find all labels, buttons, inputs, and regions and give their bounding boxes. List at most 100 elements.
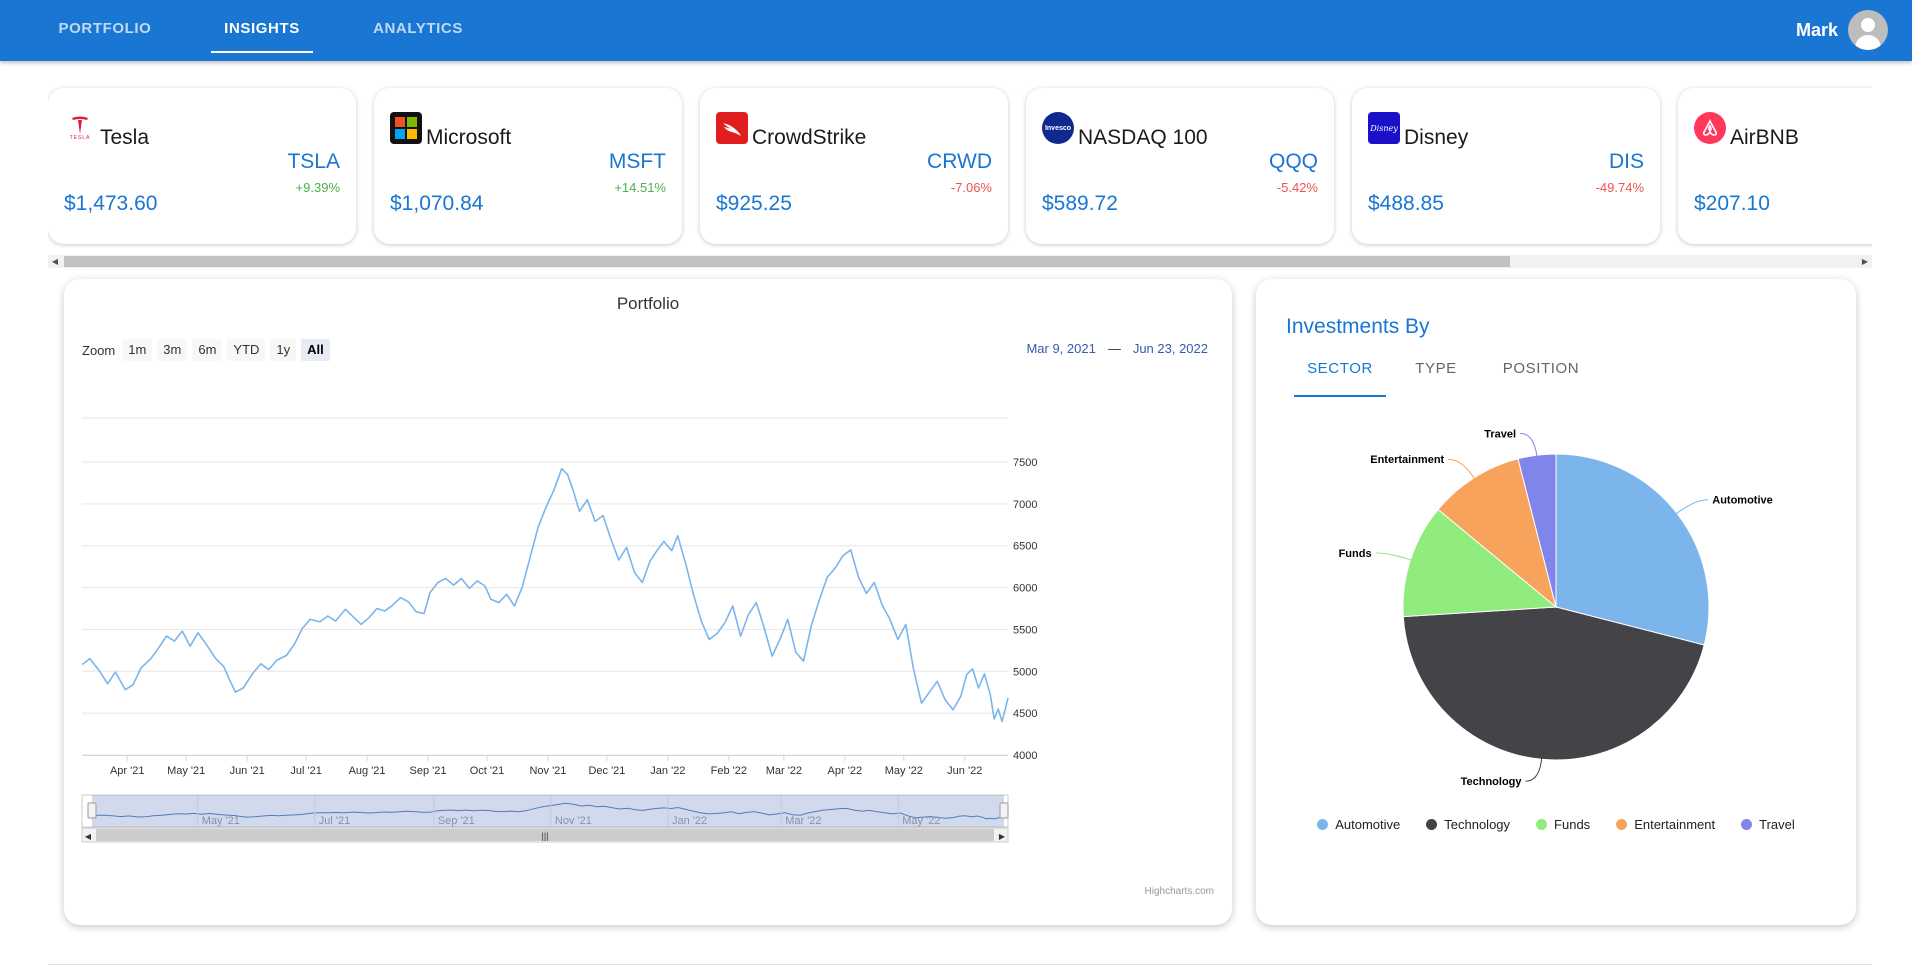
account-circle-icon[interactable]: [1848, 10, 1888, 50]
x-tick-label: May '21: [167, 765, 205, 777]
portfolio-chart-card: 4000 4500 5000 5500 6000 6500 7000 7500 Apr '21 M…: [64, 279, 1232, 925]
legend-item-automotive[interactable]: Automotive: [1317, 817, 1400, 832]
pie-label-connector: [1525, 757, 1543, 782]
x-tick-label: Sep '21: [410, 765, 447, 777]
zoom-button-6m[interactable]: 6m: [192, 339, 223, 361]
pie-data-label: Technology: [1461, 776, 1523, 788]
tab-insights-label: INSIGHTS: [224, 20, 300, 37]
stock-card-tesla[interactable]: TESLA Tesla TSLA +9.39% $1,473.60: [48, 88, 356, 244]
tab-type[interactable]: TYPE: [1396, 341, 1476, 397]
stock-price: $1,070.84: [390, 192, 484, 215]
navigator-label: May '21: [202, 815, 240, 827]
sector-pie-chart[interactable]: Automotive Technology Funds Entertainment Tr…: [1256, 279, 1856, 809]
legend-label: Travel: [1759, 817, 1795, 832]
tab-analytics[interactable]: ANALYTICS: [354, 0, 482, 61]
navigator-label: Nov '21: [555, 815, 592, 827]
tab-sector[interactable]: SECTOR: [1294, 341, 1386, 397]
stock-name: NASDAQ 100: [1078, 126, 1208, 149]
portfolio-chart[interactable]: 4000 4500 5000 5500 6000 6500 7000 7500 Apr '21 M…: [64, 279, 1232, 925]
stock-price: $1,473.60: [64, 192, 158, 215]
airbnb-logo-icon: [1694, 112, 1726, 144]
stock-ticker: MSFT: [608, 150, 666, 173]
tab-position[interactable]: POSITION: [1482, 341, 1600, 397]
legend-item-funds[interactable]: Funds: [1536, 817, 1590, 832]
navigator-selection: [92, 795, 1004, 827]
chart-plot-group: 4000 4500 5000 5500 6000 6500 7000 7500 Apr '21 M…: [81, 417, 1037, 843]
y-tick-label: 5500: [1013, 624, 1037, 636]
disney-logo-text: Disney: [1370, 123, 1398, 133]
range-from-input[interactable]: Mar 9, 2021: [1026, 341, 1096, 356]
disney-logo-icon: Disney: [1368, 112, 1400, 144]
y-tick-label: 4500: [1013, 708, 1037, 720]
legend-symbol: [1426, 819, 1438, 830]
zoom-button-all[interactable]: All: [301, 339, 330, 361]
tab-insights[interactable]: INSIGHTS: [211, 0, 313, 61]
y-tick-label: 4000: [1013, 750, 1037, 762]
legend-item-technology[interactable]: Technology: [1426, 817, 1510, 832]
zoom-button-ytd[interactable]: YTD: [227, 339, 266, 361]
stock-price: $488.85: [1368, 192, 1444, 215]
y-tick-label: 5000: [1013, 666, 1037, 678]
legend-item-entertainment[interactable]: Entertainment: [1616, 817, 1715, 832]
stock-change: -5.42%: [1276, 180, 1318, 195]
tab-portfolio[interactable]: PORTFOLIO: [36, 0, 174, 61]
active-tab-indicator: [1294, 395, 1386, 397]
scroll-left-arrow-icon[interactable]: ◀: [51, 257, 59, 266]
x-tick-label: Jun '22: [947, 765, 982, 777]
x-tick-label: Nov '21: [529, 765, 566, 777]
legend-item-travel[interactable]: Travel: [1741, 817, 1795, 832]
x-tick-label: Apr '22: [828, 765, 863, 777]
stock-card-airbnb[interactable]: AirBNB $207.10: [1678, 88, 1872, 244]
zoom-button-1m[interactable]: 1m: [122, 339, 153, 361]
navigator-label: Jul '21: [319, 815, 350, 827]
legend-label: Technology: [1444, 817, 1511, 832]
user-menu[interactable]: Mark: [1796, 9, 1888, 51]
user-name: Mark: [1795, 19, 1838, 40]
legend-symbol: [1317, 819, 1329, 830]
y-tick-label: 7500: [1013, 457, 1037, 469]
x-tick-label: Jan '22: [650, 765, 685, 777]
stock-name: CrowdStrike: [752, 126, 867, 149]
investments-title: Investments By: [1286, 315, 1430, 338]
scroll-right-arrow-icon[interactable]: ▶: [1861, 257, 1869, 266]
legend-symbol: [1616, 819, 1628, 830]
stock-strip-scrollbar[interactable]: ◀ ▶: [48, 255, 1872, 268]
x-tick-label: Apr '21: [110, 765, 145, 777]
stock-ticker: QQQ: [1268, 150, 1318, 173]
zoom-button-3m[interactable]: 3m: [157, 339, 188, 361]
pie-data-label: Funds: [1339, 548, 1372, 560]
invesco-logo-text: Invesco: [1044, 124, 1072, 132]
pie-legend: Automotive Technology Funds Entertainment Tr…: [1256, 817, 1856, 832]
stock-change: -7.06%: [950, 180, 992, 195]
navigator-handle: [999, 802, 1009, 819]
zoom-button-1y[interactable]: 1y: [270, 339, 297, 361]
stock-card-disney[interactable]: Disney Disney DIS -49.74% $488.85: [1352, 88, 1660, 244]
range-to-input[interactable]: Jun 23, 2022: [1132, 341, 1208, 356]
pie-label-connector: [1448, 458, 1476, 480]
stock-change: -49.74%: [1595, 180, 1644, 195]
x-tick-label: Jul '21: [290, 765, 321, 777]
navigator-series-line: [95, 802, 1001, 820]
highcharts-credits[interactable]: Highcharts.com: [1144, 886, 1214, 897]
page-divider: [48, 964, 1872, 965]
stock-ticker: TSLA: [287, 150, 340, 173]
stock-cards-strip: TESLA Tesla TSLA +9.39% $1,473.60 Micros…: [48, 78, 1872, 248]
crowdstrike-logo-icon: [716, 112, 748, 144]
stock-card-microsoft[interactable]: Microsoft MSFT +14.51% $1,070.84: [374, 88, 682, 244]
stock-name: AirBNB: [1730, 126, 1799, 149]
tab-position-label: POSITION: [1502, 360, 1580, 377]
stock-card-crowdstrike[interactable]: CrowdStrike CRWD -7.06% $925.25: [700, 88, 1008, 244]
x-tick-label: Feb '22: [711, 765, 747, 777]
tab-type-label: TYPE: [1415, 360, 1457, 377]
tesla-logo-icon: TESLA: [64, 112, 96, 144]
scrollbar-thumb[interactable]: [64, 256, 1510, 267]
pie-label-connector: [1375, 552, 1413, 561]
stock-card-nasdaq-100[interactable]: Invesco NASDAQ 100 QQQ -5.42% $589.72: [1026, 88, 1334, 244]
scrollbar-left-arrow-icon: ◀: [85, 832, 92, 841]
y-tick-label: 6500: [1013, 541, 1037, 553]
tab-analytics-label: ANALYTICS: [373, 20, 463, 37]
navigator-scrollbar-thumb: [96, 829, 994, 841]
pie-data-label: Travel: [1484, 428, 1516, 440]
y-tick-label: 6000: [1013, 583, 1037, 595]
stock-price: $589.72: [1042, 192, 1118, 215]
